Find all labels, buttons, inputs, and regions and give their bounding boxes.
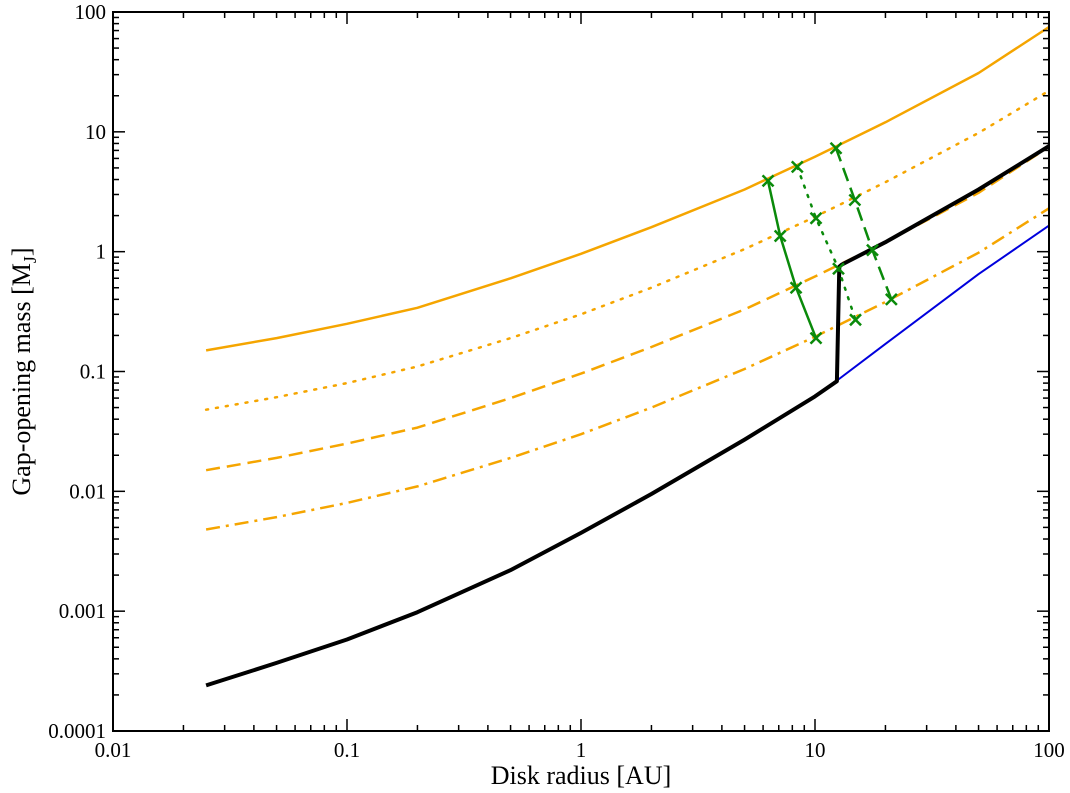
series-line-3: [205, 145, 1050, 472]
series-line-5: [837, 224, 1050, 381]
y-tick-label: 100: [75, 0, 107, 24]
data-point-marker: [832, 262, 845, 276]
x-tick-label: 10: [805, 738, 826, 762]
x-tick-label: 0.1: [334, 738, 360, 762]
series-line-4: [205, 207, 1050, 531]
data-point-marker: [848, 193, 862, 207]
data-point-marker: [789, 281, 803, 295]
y-axis-title-close: ]: [7, 247, 36, 256]
series-line-9: [834, 147, 893, 300]
x-tick-label: 1: [576, 738, 587, 762]
x-tick-label: 0.01: [95, 738, 132, 762]
data-point-marker: [866, 243, 879, 257]
y-axis-title-main: Gap-opening mass [M: [7, 263, 36, 496]
y-tick-label: 1: [96, 240, 107, 264]
data-point-marker: [829, 141, 843, 155]
y-tick-label: 0.1: [80, 360, 106, 384]
y-tick-label: 10: [85, 120, 106, 144]
data-point-marker: [809, 331, 823, 345]
plot-frame: [112, 11, 1050, 732]
y-tick-label: 0.01: [69, 479, 106, 503]
series-layer: [204, 25, 1051, 688]
series-line-7: [766, 180, 818, 339]
series-line-1: [205, 25, 1050, 352]
series-line-2: [204, 89, 1051, 411]
y-tick-label: 0.0001: [48, 719, 106, 743]
y-tick-label: 0.001: [59, 599, 106, 623]
data-point-marker: [761, 174, 775, 188]
data-point-marker: [773, 229, 787, 243]
ticks-layer: 0.01 0.1 1 10 100 0.0001 0.001 0.01 0.1 1 10 100: [48, 0, 1065, 762]
y-axis-title: Gap-opening mass [MJ]: [7, 247, 40, 495]
x-axis-title: Disk radius [AU]: [491, 761, 672, 790]
data-point-marker: [884, 292, 898, 306]
series-line-8: [796, 165, 857, 322]
data-point-marker: [849, 313, 862, 327]
x-tick-label: 100: [1033, 738, 1065, 762]
data-point-marker: [809, 211, 823, 225]
data-point-marker: [790, 160, 804, 174]
y-axis-title-subscript: J: [20, 256, 40, 263]
